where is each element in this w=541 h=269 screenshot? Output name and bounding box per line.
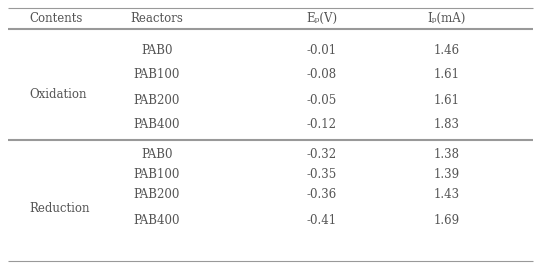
Text: Contents: Contents xyxy=(30,12,83,24)
Text: -0.05: -0.05 xyxy=(307,94,337,107)
Text: Iₚ(mA): Iₚ(mA) xyxy=(427,12,465,24)
Text: Eₚ(V): Eₚ(V) xyxy=(306,12,338,24)
Text: Oxidation: Oxidation xyxy=(30,89,87,101)
Text: -0.36: -0.36 xyxy=(307,189,337,201)
Text: -0.41: -0.41 xyxy=(307,214,337,226)
Text: 1.69: 1.69 xyxy=(433,214,459,226)
Text: PAB100: PAB100 xyxy=(134,168,180,182)
Text: -0.08: -0.08 xyxy=(307,69,337,82)
Text: 1.61: 1.61 xyxy=(433,94,459,107)
Text: -0.32: -0.32 xyxy=(307,148,337,161)
Text: 1.46: 1.46 xyxy=(433,44,459,56)
Text: PAB0: PAB0 xyxy=(141,148,173,161)
Text: PAB200: PAB200 xyxy=(134,94,180,107)
Text: -0.35: -0.35 xyxy=(307,168,337,182)
Text: 1.39: 1.39 xyxy=(433,168,459,182)
Text: PAB200: PAB200 xyxy=(134,189,180,201)
Text: PAB0: PAB0 xyxy=(141,44,173,56)
Text: 1.83: 1.83 xyxy=(433,119,459,132)
Text: -0.01: -0.01 xyxy=(307,44,337,56)
Text: -0.12: -0.12 xyxy=(307,119,337,132)
Text: PAB100: PAB100 xyxy=(134,69,180,82)
Text: Reduction: Reduction xyxy=(30,201,90,214)
Text: 1.38: 1.38 xyxy=(433,148,459,161)
Text: PAB400: PAB400 xyxy=(134,214,180,226)
Text: PAB400: PAB400 xyxy=(134,119,180,132)
Text: 1.61: 1.61 xyxy=(433,69,459,82)
Text: 1.43: 1.43 xyxy=(433,189,459,201)
Text: Reactors: Reactors xyxy=(130,12,183,24)
